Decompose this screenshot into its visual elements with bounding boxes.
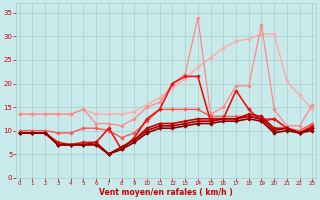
X-axis label: Vent moyen/en rafales ( km/h ): Vent moyen/en rafales ( km/h ): [99, 188, 233, 197]
